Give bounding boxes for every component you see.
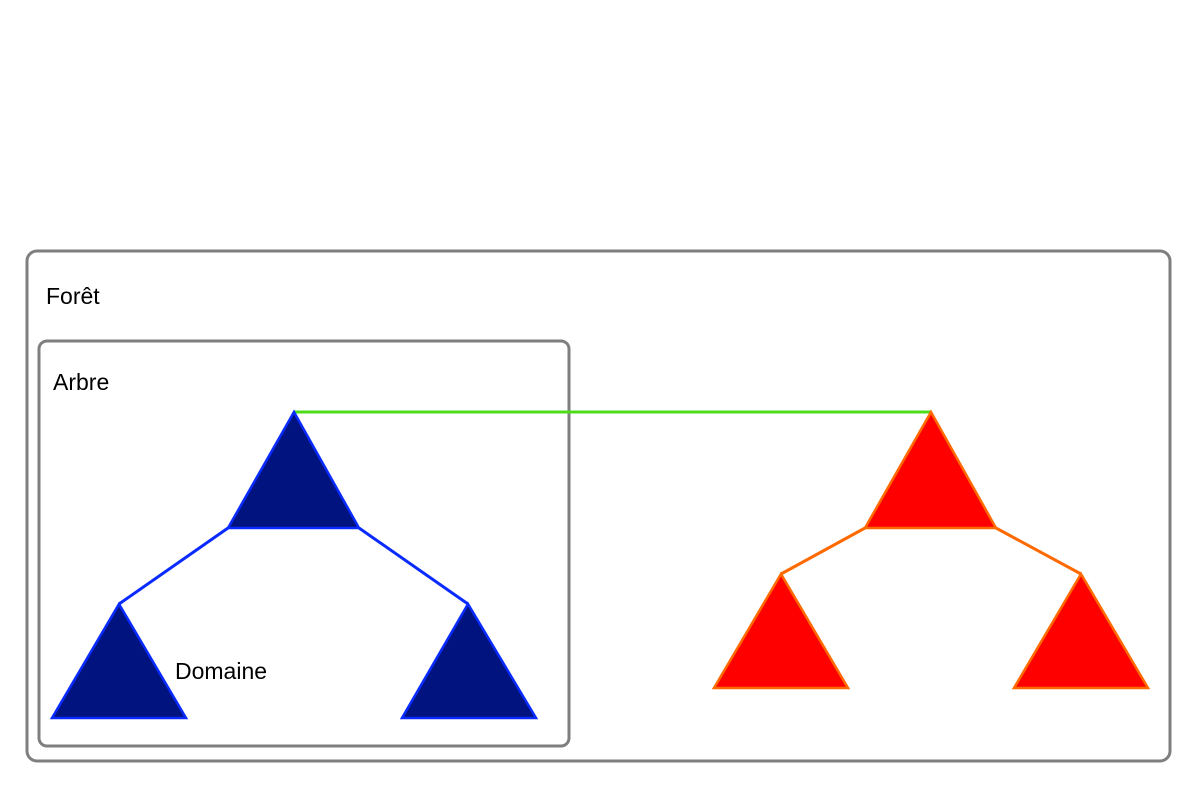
tree-boundary (37, 339, 571, 748)
blue-root-domain-triangle (225, 409, 362, 530)
red-child-domain-right-triangle (1011, 571, 1151, 690)
red-child-domain-left-triangle (711, 571, 851, 690)
red-tree-edge-left (780, 526, 866, 576)
forest-label: Forêt (46, 283, 100, 309)
forest-boundary (25, 249, 1172, 763)
blue-child-domain-right-triangle (399, 601, 539, 720)
tree-label: Arbre (53, 369, 109, 395)
blue-child-domain-left-triangle (49, 601, 189, 720)
red-tree-edge-right (995, 526, 1082, 576)
blue-tree-edge-left (118, 526, 229, 606)
domain-label: Domaine (175, 658, 267, 684)
blue-tree-edge-right (358, 526, 469, 606)
red-root-domain-triangle (862, 409, 999, 530)
